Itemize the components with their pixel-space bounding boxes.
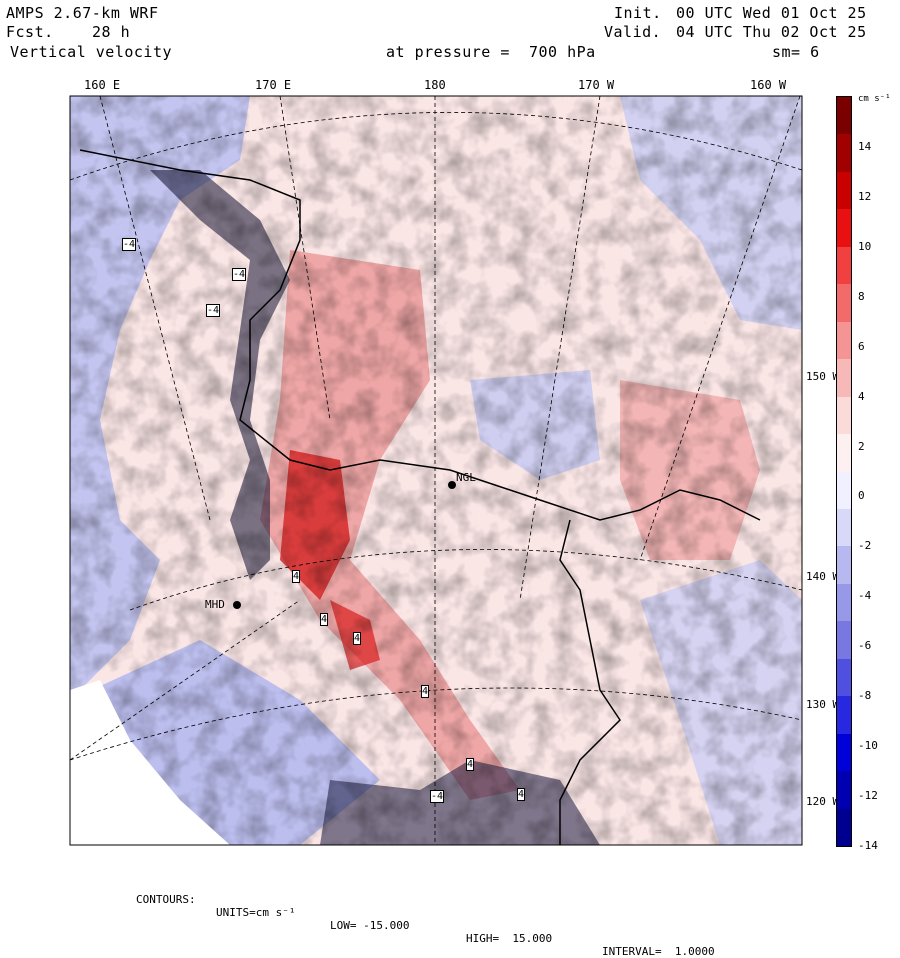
colorbar-tick-label: 14 bbox=[858, 139, 872, 153]
colorbar-swatch bbox=[837, 808, 851, 847]
footer-low: LOW= -15.000 bbox=[330, 919, 410, 932]
no-data-area bbox=[70, 680, 230, 845]
colorbar-tick-label: 10 bbox=[858, 239, 872, 253]
colorbar-swatch bbox=[837, 771, 851, 810]
valid-value: 04 UTC Thu 02 Oct 25 bbox=[676, 23, 867, 41]
lon-label-160w: 160 W bbox=[750, 78, 787, 92]
contour-label: -4 bbox=[232, 268, 247, 281]
map-texture bbox=[70, 96, 802, 845]
colorbar-swatch bbox=[837, 508, 851, 547]
colorbar-tick-label: -10 bbox=[858, 739, 878, 753]
vertical-velocity-map bbox=[69, 95, 803, 846]
colorbar-tick-label: -6 bbox=[858, 639, 872, 653]
colorbar-units: cm s⁻¹ bbox=[858, 94, 891, 104]
colorbar-tick-label: 2 bbox=[858, 439, 865, 453]
lon-label-170w: 170 W bbox=[578, 78, 615, 92]
colorbar-swatch bbox=[837, 359, 851, 398]
contour-label: -4 bbox=[430, 790, 445, 803]
contour-label: -4 bbox=[206, 304, 221, 317]
colorbar-tick-label: 0 bbox=[858, 489, 865, 503]
lat-label-130w: 130 W bbox=[806, 698, 840, 711]
colorbar-swatch bbox=[837, 546, 851, 585]
pressure-level: at pressure = 700 hPa bbox=[386, 43, 596, 61]
contour-label: 4 bbox=[517, 788, 526, 801]
colorbar-swatch bbox=[837, 621, 851, 660]
model-title: AMPS 2.67-km WRF bbox=[6, 4, 159, 22]
station-label-mhd: MHD bbox=[205, 598, 225, 611]
map-frame bbox=[69, 95, 803, 846]
colorbar-swatch bbox=[837, 471, 851, 510]
footer: CONTOURS: UNITS=cm s⁻¹ LOW= -15.000 HIGH… bbox=[0, 880, 900, 958]
footer-high: HIGH= 15.000 bbox=[466, 932, 553, 945]
colorbar-tick-label: -14 bbox=[858, 838, 878, 852]
mhd-station-marker bbox=[233, 601, 241, 609]
colorbar-swatch bbox=[837, 733, 851, 772]
colorbar-tick-label: -4 bbox=[858, 589, 872, 603]
colorbar-swatch bbox=[837, 171, 851, 210]
colorbar-tick-label: -8 bbox=[858, 689, 872, 703]
colorbar-tick-label: 4 bbox=[858, 389, 865, 403]
colorbar-tick-label: -2 bbox=[858, 539, 872, 553]
colorbar-swatch bbox=[837, 583, 851, 622]
lat-label-120w: 120 W bbox=[806, 795, 840, 808]
colorbar-swatch bbox=[837, 134, 851, 173]
coastline bbox=[79, 149, 761, 845]
contour-label: 4 bbox=[292, 570, 301, 583]
init-value: 00 UTC Wed 01 Oct 25 bbox=[676, 4, 867, 22]
colorbar-tick-label: 6 bbox=[858, 339, 865, 353]
contour-label: 4 bbox=[466, 758, 475, 771]
contour-label: 4 bbox=[320, 613, 329, 626]
station-label-ngl: NGL bbox=[456, 471, 476, 484]
colorbar-swatch bbox=[837, 97, 851, 135]
lon-label-160e: 160 E bbox=[84, 78, 121, 92]
footer-interval: INTERVAL= 1.0000 bbox=[602, 945, 715, 958]
graticule bbox=[70, 96, 802, 845]
lat-label-150w: 150 W bbox=[806, 370, 840, 383]
colorbar-swatch bbox=[837, 284, 851, 323]
contour-label: -4 bbox=[122, 238, 137, 251]
ngl-station-marker bbox=[448, 481, 456, 489]
colorbar-tick-label: -12 bbox=[858, 789, 878, 803]
forecast-label: Fcst. bbox=[6, 23, 54, 41]
contour-label: 4 bbox=[421, 685, 430, 698]
colorbar-swatch bbox=[837, 321, 851, 360]
smoothing-value: sm= 6 bbox=[772, 43, 820, 61]
colorbar-swatch bbox=[837, 434, 851, 472]
lat-label-140w: 140 W bbox=[806, 570, 840, 583]
colorbar-swatch bbox=[837, 696, 851, 735]
init-label: Init. bbox=[614, 4, 662, 22]
colorbar-swatch bbox=[837, 396, 851, 435]
colorbar-tick-label: 8 bbox=[858, 289, 865, 303]
colorbar bbox=[836, 96, 852, 847]
colorbar-swatch bbox=[837, 658, 851, 697]
valid-label: Valid. bbox=[604, 23, 662, 41]
field-name: Vertical velocity bbox=[10, 43, 173, 61]
colorbar-swatch bbox=[837, 246, 851, 285]
lon-label-180: 180 bbox=[424, 78, 446, 92]
colorbar-swatch bbox=[837, 209, 851, 248]
forecast-value: 28 h bbox=[92, 23, 131, 41]
footer-units: UNITS=cm s⁻¹ bbox=[216, 906, 296, 919]
lon-label-170e: 170 E bbox=[255, 78, 292, 92]
colorbar-tick-label: 12 bbox=[858, 189, 872, 203]
contour-label: 4 bbox=[353, 632, 362, 645]
